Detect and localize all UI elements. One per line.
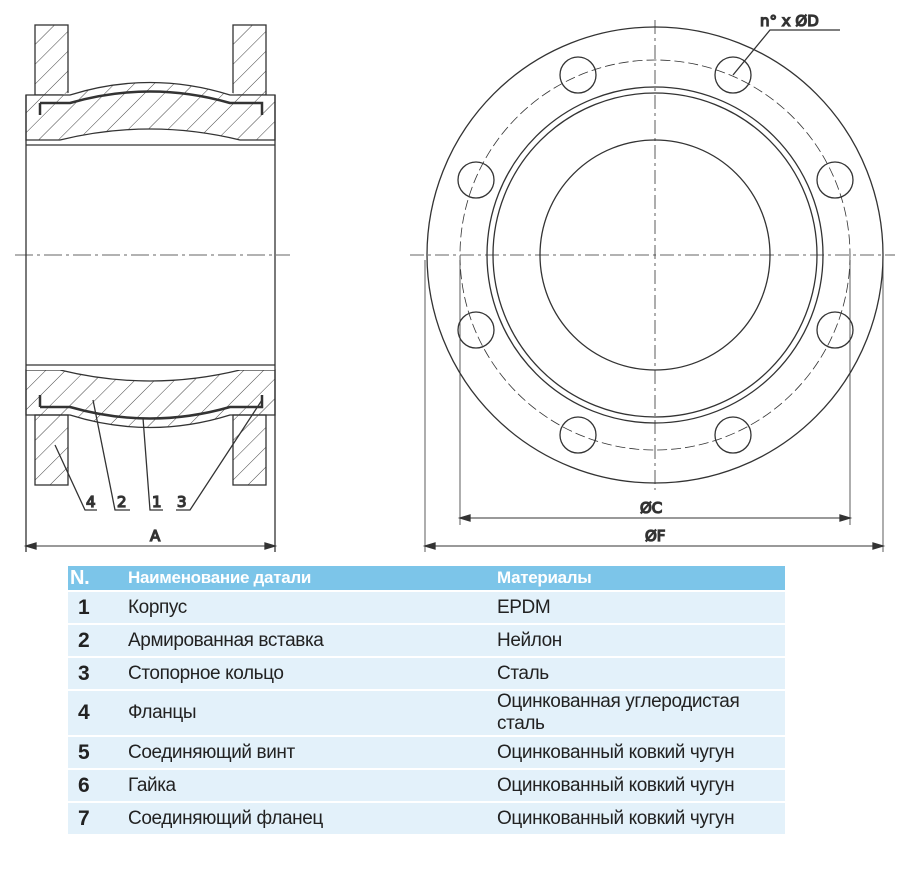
part-material: Оцинкованный ковкий чугун (497, 768, 785, 802)
flange-top-left (34, 24, 69, 96)
part-name: Соединяющий винт (128, 735, 497, 769)
dim-c-label: ØC (640, 499, 662, 517)
table-row: 5 Соединяющий винт Оцинкованный ковкий чуг… (68, 735, 785, 769)
bolt-note: n° x ØD (760, 12, 819, 30)
header-name: Наименование датали (128, 566, 497, 591)
part-name: Армированная вставка (128, 623, 497, 657)
leader-label-2: 2 (117, 493, 127, 511)
row-number: 6 (68, 768, 128, 802)
part-name: Гайка (128, 768, 497, 802)
row-number: 2 (68, 623, 128, 657)
part-name: Стопорное кольцо (128, 656, 497, 690)
header-material: Материалы (497, 566, 785, 591)
body-top (25, 81, 276, 141)
row-number: 3 (68, 656, 128, 690)
table-row: 4 Фланцы Оцинкованная углеродистая сталь (68, 689, 785, 736)
table-row: 1 Корпус EPDM (68, 590, 785, 624)
part-name: Фланцы (128, 689, 497, 736)
front-view: n° x ØD ØC ØF (410, 11, 895, 552)
row-number: 1 (68, 590, 128, 624)
row-number: 7 (68, 801, 128, 834)
table-row: 7 Соединяющий фланец Оцинкованный ковкий ч… (68, 801, 785, 834)
leader-label-4: 4 (86, 493, 96, 511)
flange-top-right (232, 24, 267, 96)
parts-table: N. Наименование датали Материалы 1 Корпус… (68, 566, 785, 834)
part-material: Оцинкованный ковкий чугун (497, 735, 785, 769)
technical-drawing: 4 2 1 3 A n° x ØD ØC ØF (15, 11, 895, 552)
part-material: Оцинкованная углеродистая сталь (497, 689, 785, 736)
part-material: EPDM (497, 590, 785, 624)
table-row: 2 Армированная вставка Нейлон (68, 623, 785, 657)
table-row: 3 Стопорное кольцо Сталь (68, 656, 785, 690)
bolt-circle (459, 59, 851, 451)
part-material: Нейлон (497, 623, 785, 657)
header-number: N. (68, 566, 128, 591)
leader-label-1: 1 (152, 493, 162, 511)
side-section-view: 4 2 1 3 A (15, 24, 290, 552)
dim-f-label: ØF (645, 527, 665, 545)
table-row: 6 Гайка Оцинкованный ковкий чугун (68, 768, 785, 802)
flange-bottom-left (34, 414, 69, 486)
part-material: Сталь (497, 656, 785, 690)
bolt-holes (457, 56, 854, 454)
part-name: Корпус (128, 590, 497, 624)
table-header: N. Наименование датали Материалы (68, 566, 785, 591)
leader-label-3: 3 (177, 493, 187, 511)
row-number: 4 (68, 689, 128, 736)
part-name: Соединяющий фланец (128, 801, 497, 834)
flange-bottom-right (232, 414, 267, 486)
dim-a-label: A (150, 527, 161, 545)
part-material: Оцинкованный ковкий чугун (497, 801, 785, 834)
row-number: 5 (68, 735, 128, 769)
